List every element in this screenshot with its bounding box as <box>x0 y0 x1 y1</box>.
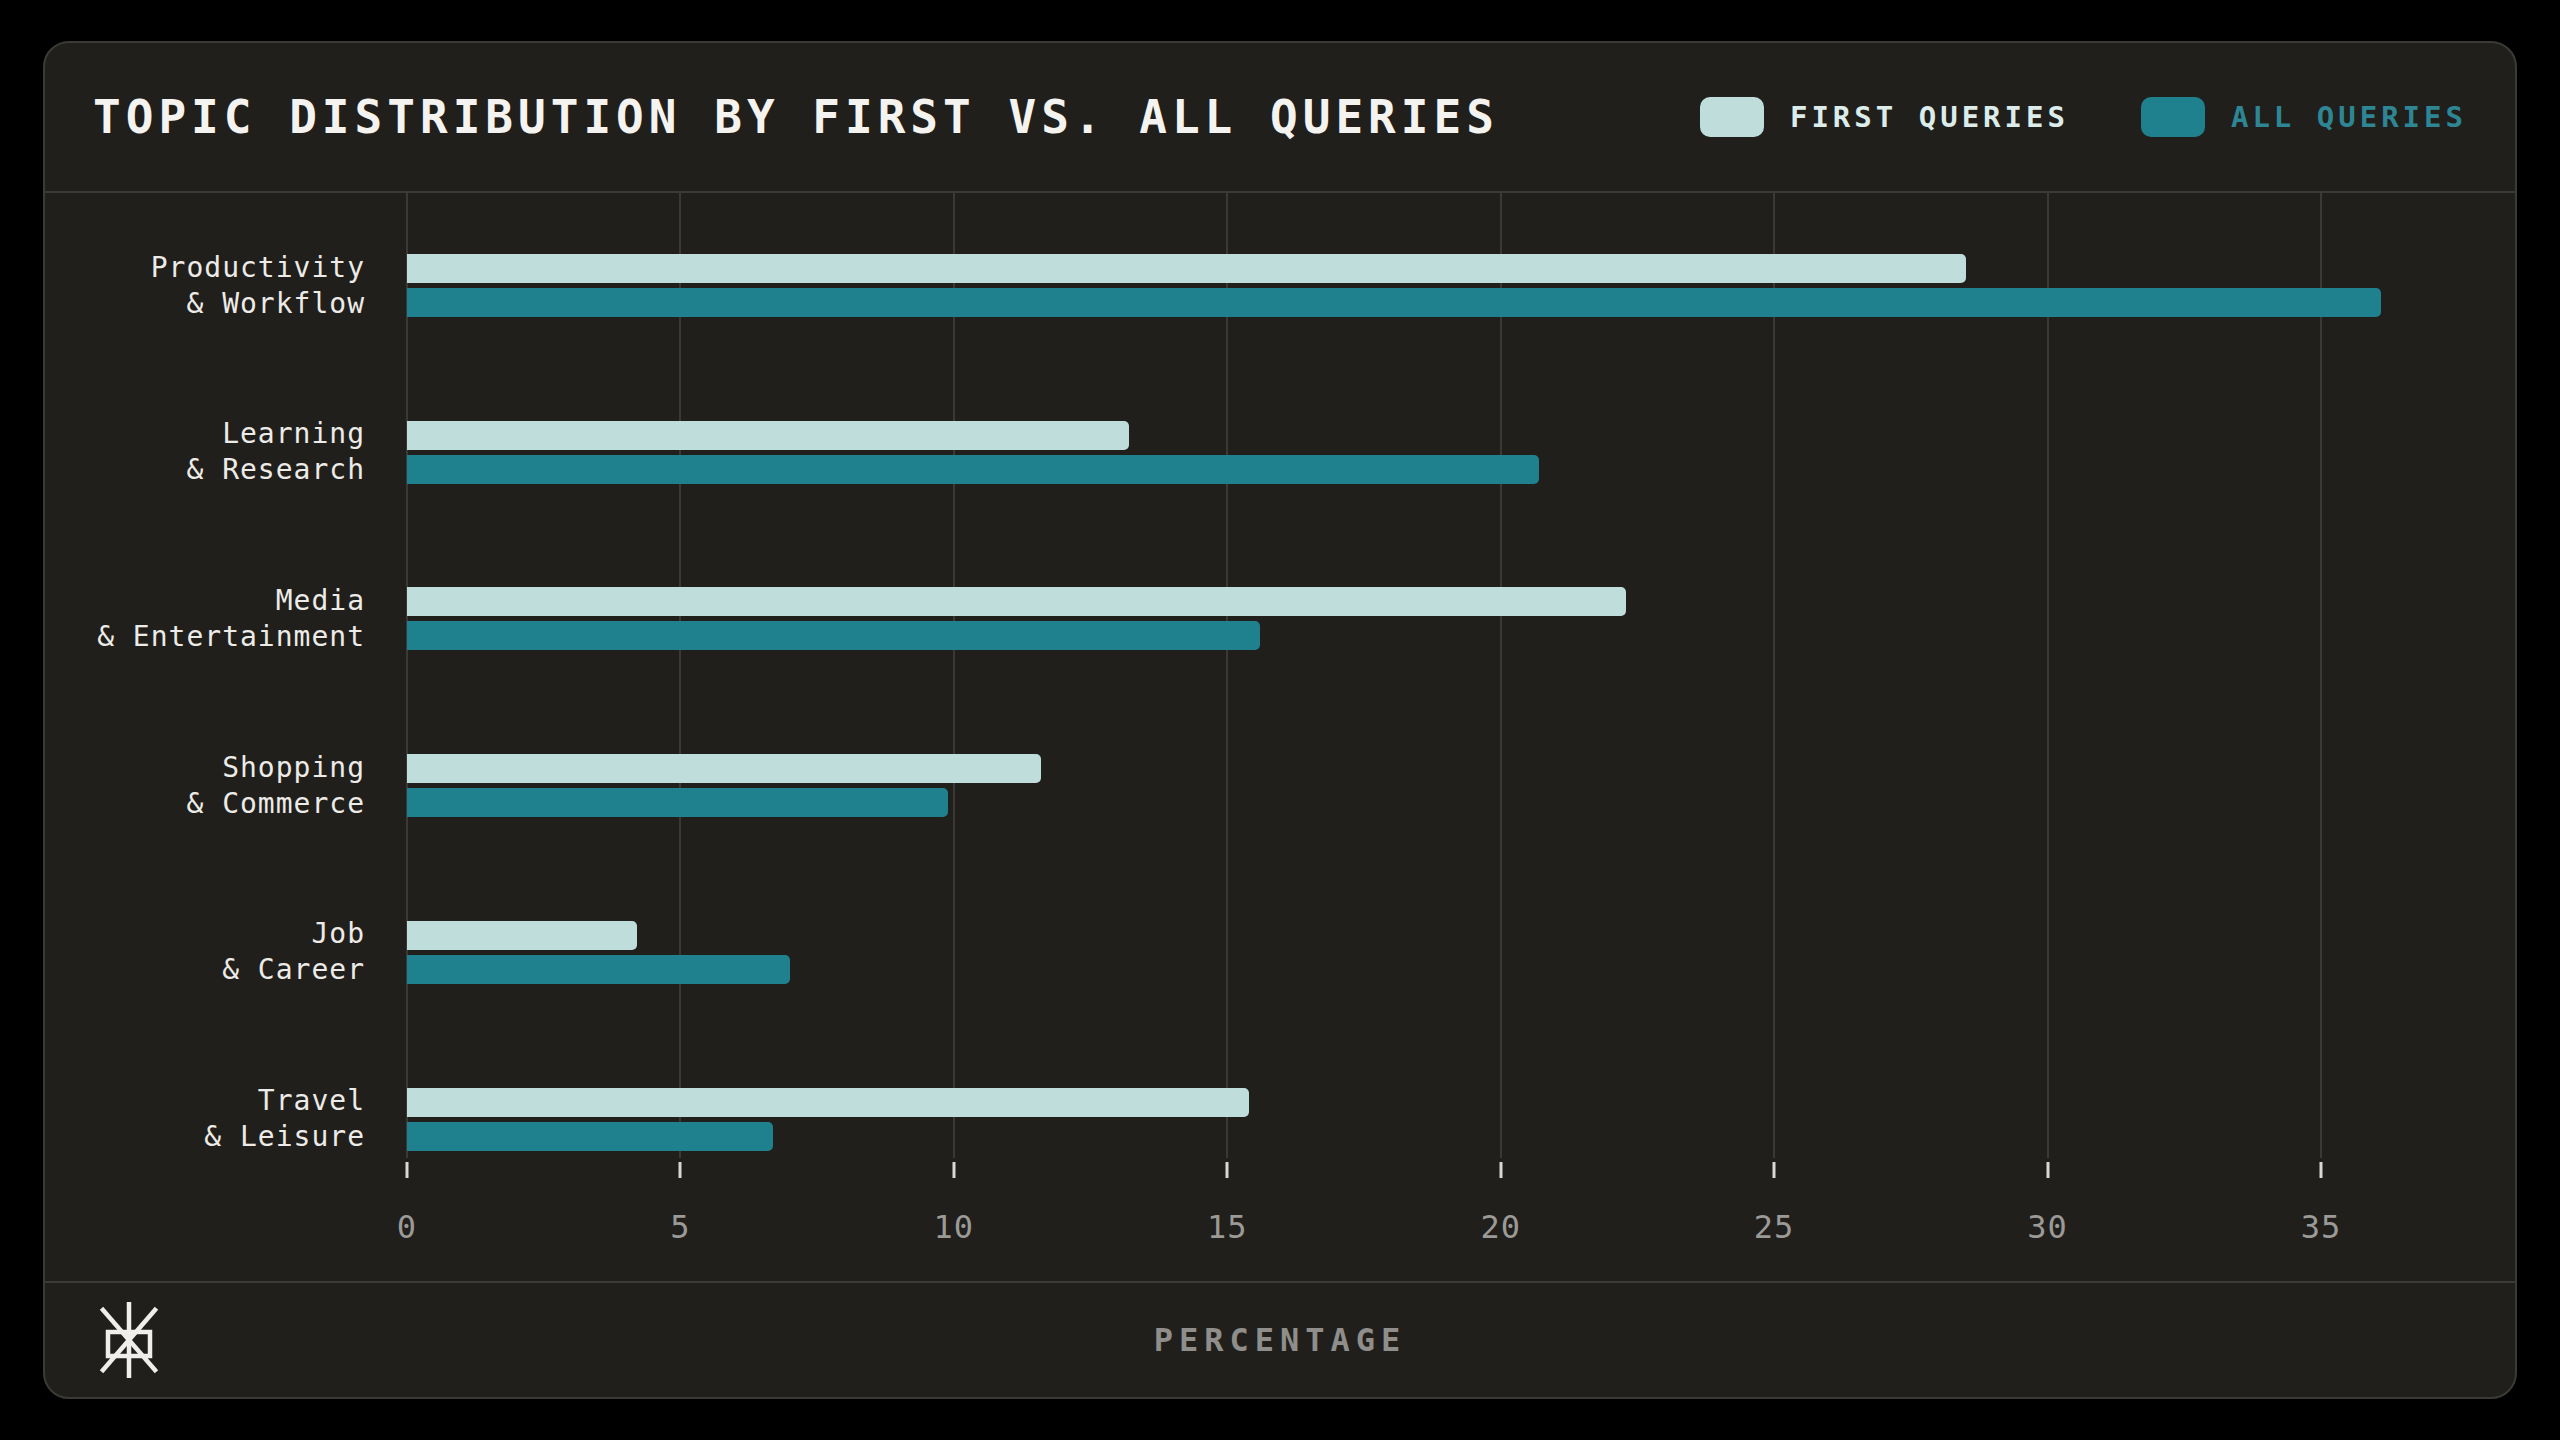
axis-tick-label: 35 <box>2301 1208 2342 1246</box>
category-label-line: & Entertainment <box>45 619 365 655</box>
axis-tick <box>2046 1162 2049 1178</box>
category-label-line: Shopping <box>45 750 365 786</box>
category-label-line: & Workflow <box>45 286 365 322</box>
legend: FIRST QUERIES ALL QUERIES <box>1700 97 2467 137</box>
category-label-line: Learning <box>45 416 365 452</box>
legend-item-all-queries: ALL QUERIES <box>2141 97 2467 137</box>
bar-first-queries <box>407 754 1041 783</box>
plot-area: 05101520253035 <box>407 193 2485 1158</box>
bar-first-queries <box>407 921 637 950</box>
category-label-line: Media <box>45 583 365 619</box>
chart-area: 05101520253035 Productivity& WorkflowLea… <box>45 193 2515 1281</box>
gridline <box>1226 193 1228 1158</box>
bar-all-queries <box>407 955 790 984</box>
gridline <box>2047 193 2049 1158</box>
gridline <box>679 193 681 1158</box>
legend-swatch-first-queries <box>1700 97 1764 137</box>
gridline <box>406 193 408 1158</box>
category-label: Learning& Research <box>45 416 365 488</box>
bar-all-queries <box>407 1122 773 1151</box>
bar-first-queries <box>407 254 1966 283</box>
gridline <box>2320 193 2322 1158</box>
gridline <box>953 193 955 1158</box>
category-label: Media& Entertainment <box>45 583 365 655</box>
axis-tick-label: 10 <box>934 1208 975 1246</box>
legend-label: ALL QUERIES <box>2231 100 2467 134</box>
bar-all-queries <box>407 788 948 817</box>
gridline <box>1500 193 1502 1158</box>
bar-first-queries <box>407 587 1626 616</box>
category-label-line: & Research <box>45 452 365 488</box>
axis-tick <box>1226 1162 1229 1178</box>
axis-tick-label: 25 <box>1754 1208 1795 1246</box>
gridline <box>1773 193 1775 1158</box>
card-header: TOPIC DISTRIBUTION BY FIRST VS. ALL QUER… <box>45 43 2515 193</box>
legend-swatch-all-queries <box>2141 97 2205 137</box>
axis-tick <box>679 1162 682 1178</box>
card-footer: PERCENTAGE <box>45 1281 2515 1397</box>
bar-first-queries <box>407 421 1129 450</box>
axis-tick <box>1773 1162 1776 1178</box>
category-label: Travel& Leisure <box>45 1083 365 1155</box>
x-axis-title: PERCENTAGE <box>1154 1321 1407 1359</box>
category-label: Productivity& Workflow <box>45 250 365 322</box>
legend-label: FIRST QUERIES <box>1790 100 2069 134</box>
screenshot-root: { "header": { "title": "TOPIC DISTRIBUTI… <box>0 0 2560 1440</box>
category-label: Shopping& Commerce <box>45 750 365 822</box>
chart-card: TOPIC DISTRIBUTION BY FIRST VS. ALL QUER… <box>43 41 2517 1399</box>
category-label-line: Job <box>45 916 365 952</box>
bar-all-queries <box>407 455 1539 484</box>
axis-tick <box>1499 1162 1502 1178</box>
category-label: Job& Career <box>45 916 365 988</box>
axis-tick-label: 30 <box>2027 1208 2068 1246</box>
bar-all-queries <box>407 288 2381 317</box>
category-label-line: Productivity <box>45 250 365 286</box>
axis-tick <box>406 1162 409 1178</box>
axis-tick <box>2319 1162 2322 1178</box>
chart-title: TOPIC DISTRIBUTION BY FIRST VS. ALL QUER… <box>93 90 1499 144</box>
bar-first-queries <box>407 1088 1249 1117</box>
bar-all-queries <box>407 621 1260 650</box>
category-label-line: & Commerce <box>45 786 365 822</box>
category-label-line: & Leisure <box>45 1119 365 1155</box>
axis-tick <box>952 1162 955 1178</box>
axis-tick-label: 20 <box>1480 1208 1521 1246</box>
asterisk-logo-icon <box>97 1302 161 1378</box>
axis-tick-label: 15 <box>1207 1208 1248 1246</box>
legend-item-first-queries: FIRST QUERIES <box>1700 97 2069 137</box>
axis-tick-label: 0 <box>397 1208 417 1246</box>
category-label-line: & Career <box>45 952 365 988</box>
category-label-line: Travel <box>45 1083 365 1119</box>
axis-tick-label: 5 <box>670 1208 690 1246</box>
